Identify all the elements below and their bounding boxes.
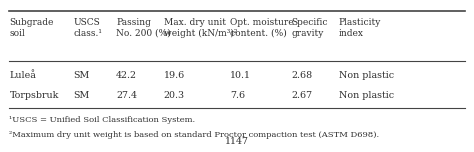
Text: 1147: 1147 (225, 137, 249, 146)
Text: 20.3: 20.3 (164, 91, 185, 100)
Text: Specific
gravity: Specific gravity (292, 18, 328, 38)
Text: USCS
class.¹: USCS class.¹ (73, 18, 102, 38)
Text: 7.6: 7.6 (230, 91, 245, 100)
Text: Non plastic: Non plastic (339, 71, 394, 80)
Text: 27.4: 27.4 (116, 91, 137, 100)
Text: Non plastic: Non plastic (339, 91, 394, 100)
Text: 2.67: 2.67 (292, 91, 313, 100)
Text: Max. dry unit
weight (kN/m³)²: Max. dry unit weight (kN/m³)² (164, 18, 237, 38)
Text: Torpsbruk: Torpsbruk (9, 91, 59, 100)
Text: Subgrade
soil: Subgrade soil (9, 18, 54, 38)
Text: SM: SM (73, 71, 90, 80)
Text: Passing
No. 200 (%): Passing No. 200 (%) (116, 18, 171, 38)
Text: SM: SM (73, 91, 90, 100)
Text: 2.68: 2.68 (292, 71, 313, 80)
Text: 10.1: 10.1 (230, 71, 251, 80)
Text: ¹USCS = Unified Soil Classification System.: ¹USCS = Unified Soil Classification Syst… (9, 116, 196, 124)
Text: Opt. moisture
content. (%): Opt. moisture content. (%) (230, 18, 293, 38)
Text: 19.6: 19.6 (164, 71, 185, 80)
Text: Plasticity
index: Plasticity index (339, 18, 381, 38)
Text: Luleå: Luleå (9, 71, 36, 80)
Text: ²Maximum dry unit weight is based on standard Proctor compaction test (ASTM D698: ²Maximum dry unit weight is based on sta… (9, 131, 380, 139)
Text: 42.2: 42.2 (116, 71, 137, 80)
